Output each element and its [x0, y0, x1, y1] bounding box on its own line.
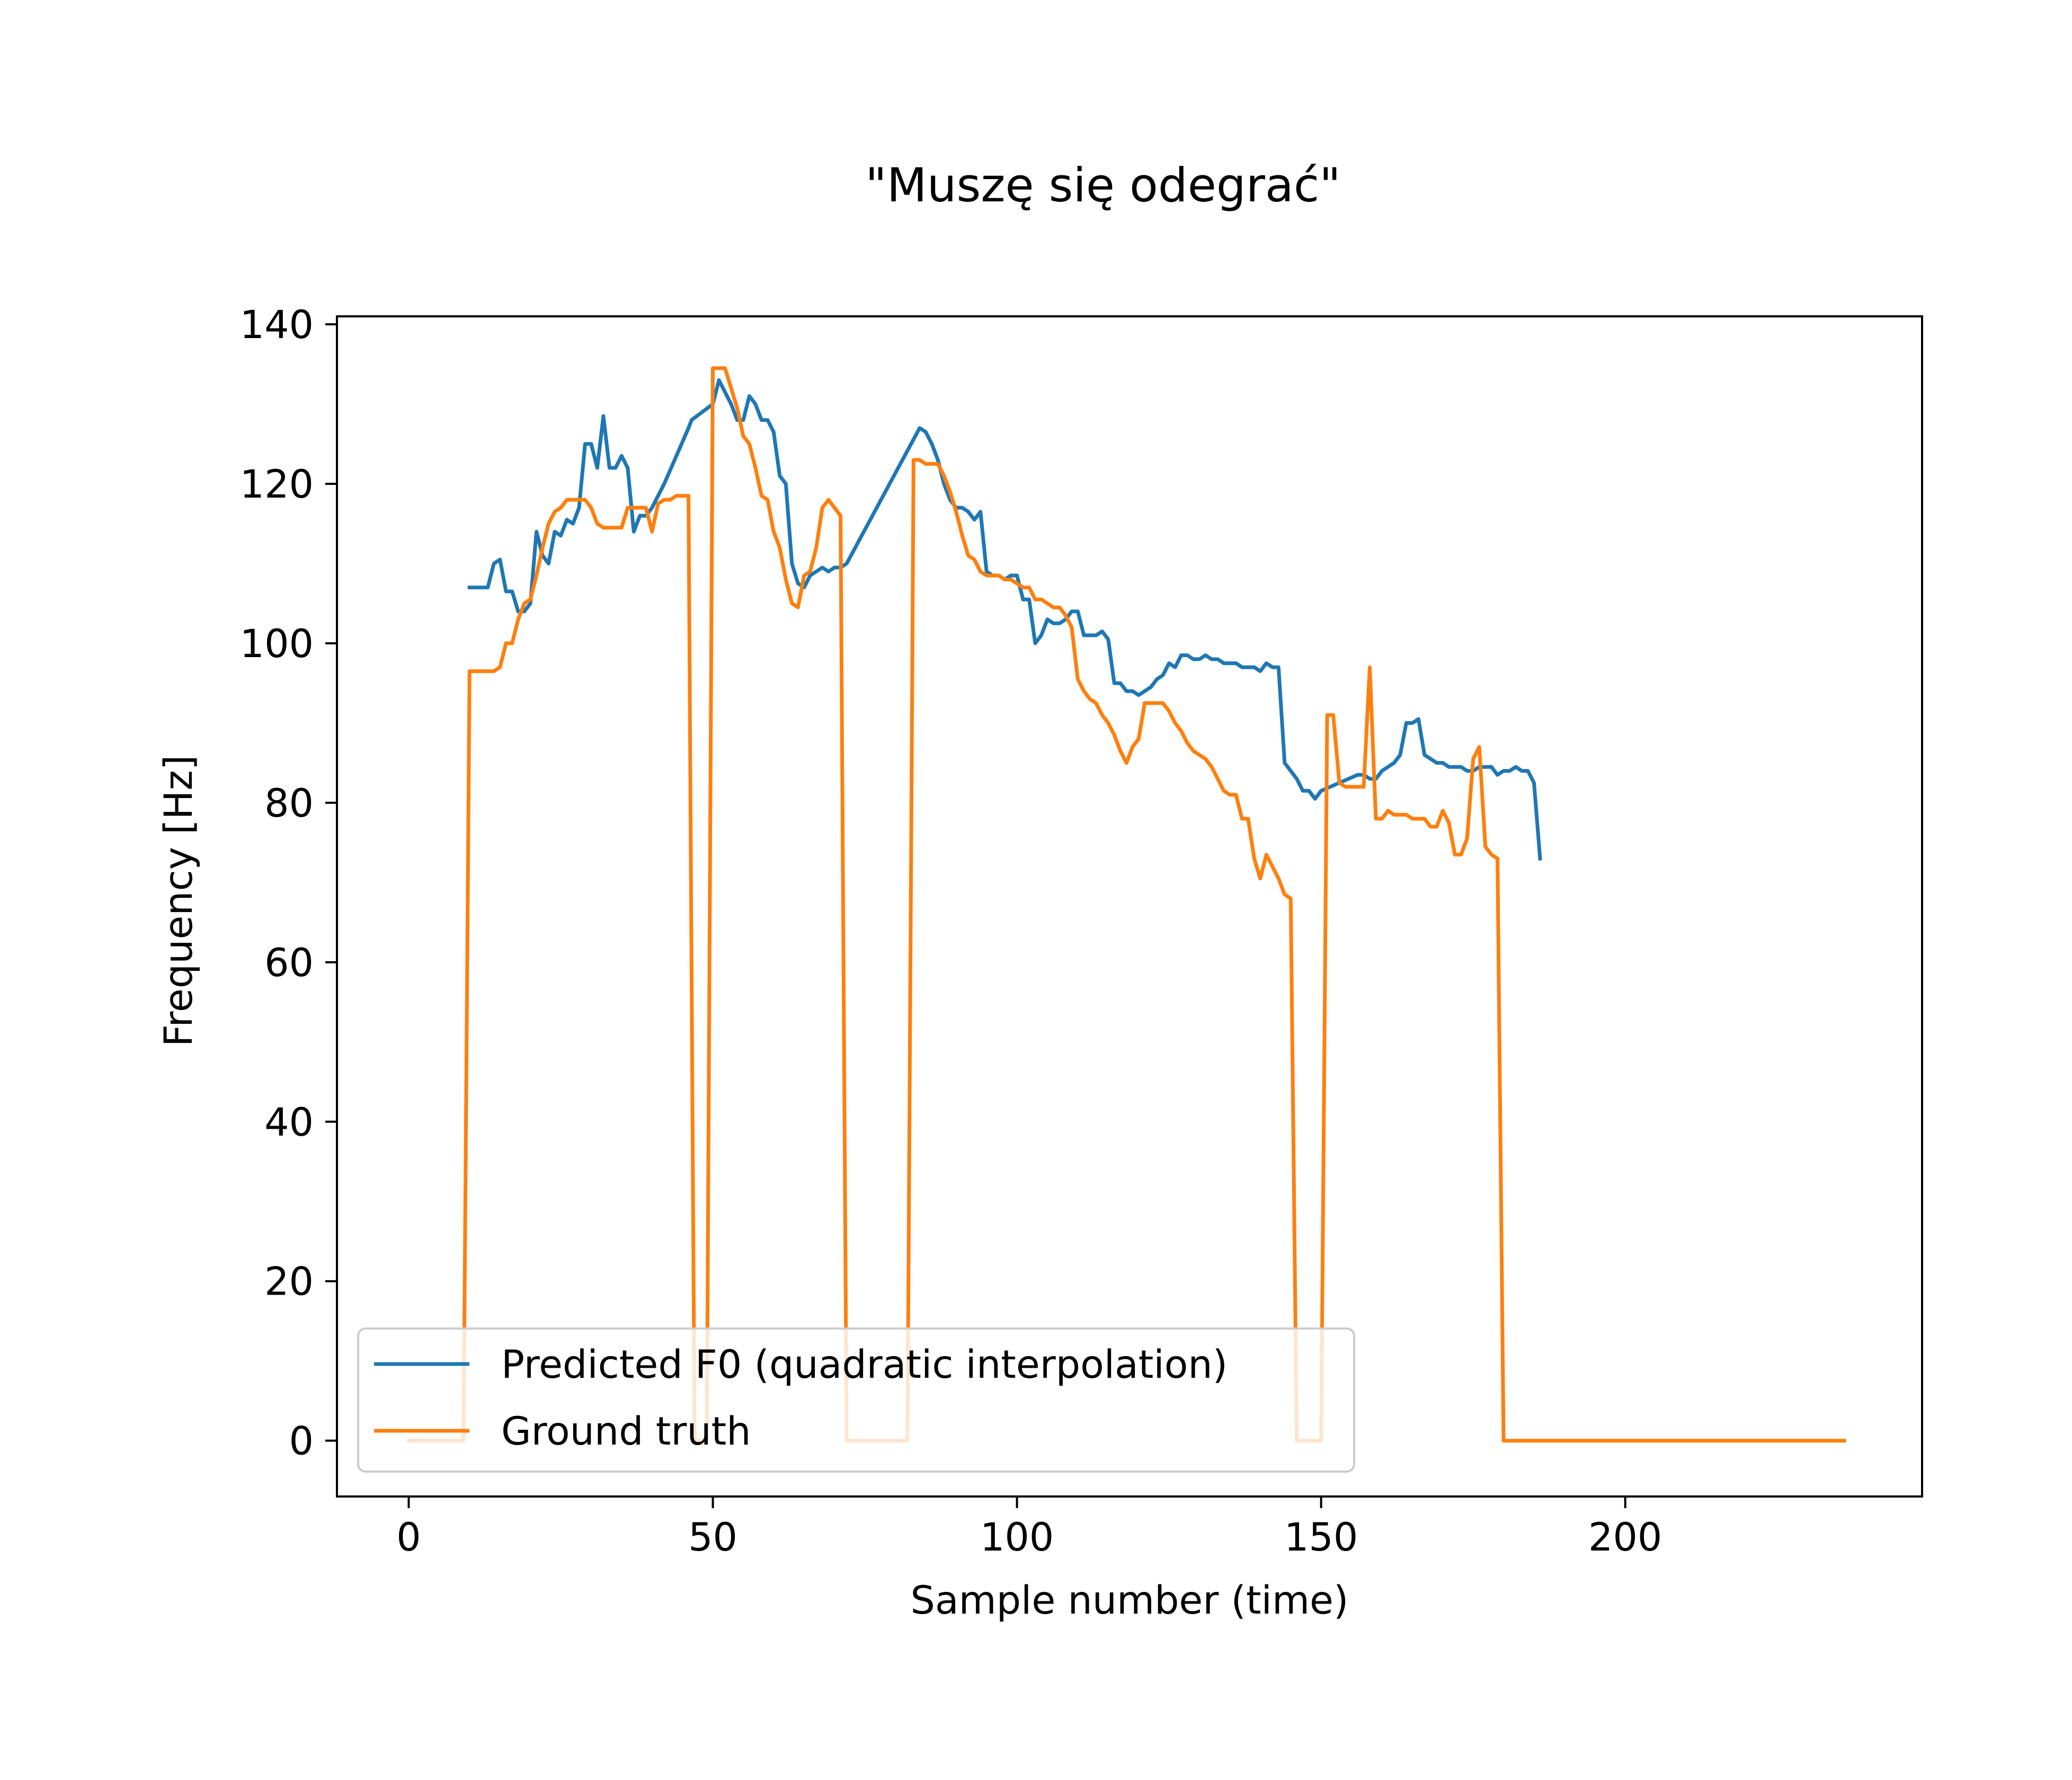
y-tick-label: 40	[264, 1100, 314, 1145]
y-tick-label: 100	[240, 622, 314, 667]
x-tick-label: 200	[1588, 1515, 1662, 1560]
legend-label-ground-truth: Ground truth	[501, 1409, 751, 1454]
x-axis-label: Sample number (time)	[911, 1578, 1349, 1623]
y-axis-label: Frequency [Hz]	[156, 755, 201, 1047]
y-tick-label: 60	[264, 941, 314, 986]
legend: Predicted F0 (quadratic interpolation) G…	[357, 1327, 1355, 1473]
legend-box	[357, 1327, 1355, 1473]
y-tick-label: 0	[289, 1419, 314, 1464]
y-tick-label: 140	[240, 303, 314, 348]
y-tick-label: 20	[264, 1260, 314, 1305]
legend-label-predicted: Predicted F0 (quadratic interpolation)	[501, 1342, 1228, 1387]
series-line-ground-truth	[407, 366, 1846, 1443]
x-tick-label: 0	[396, 1515, 421, 1560]
chart-title: "Muszę się odegrać"	[865, 158, 1340, 212]
x-tick-label: 100	[980, 1515, 1054, 1560]
axes-layer	[336, 315, 1923, 1498]
y-tick-label: 80	[264, 781, 314, 826]
y-tick-label: 120	[240, 462, 314, 507]
plot-layer	[407, 366, 1846, 1443]
x-tick-label: 150	[1284, 1515, 1358, 1560]
plot-frame	[336, 315, 1923, 1498]
x-tick-label: 50	[688, 1515, 737, 1560]
series-line-predicted-f0-quadratic-interpolation	[467, 378, 1542, 861]
ticks-layer: 0 50 100 150 200 0 20 40 60 80 100 120 140	[240, 303, 1662, 1560]
